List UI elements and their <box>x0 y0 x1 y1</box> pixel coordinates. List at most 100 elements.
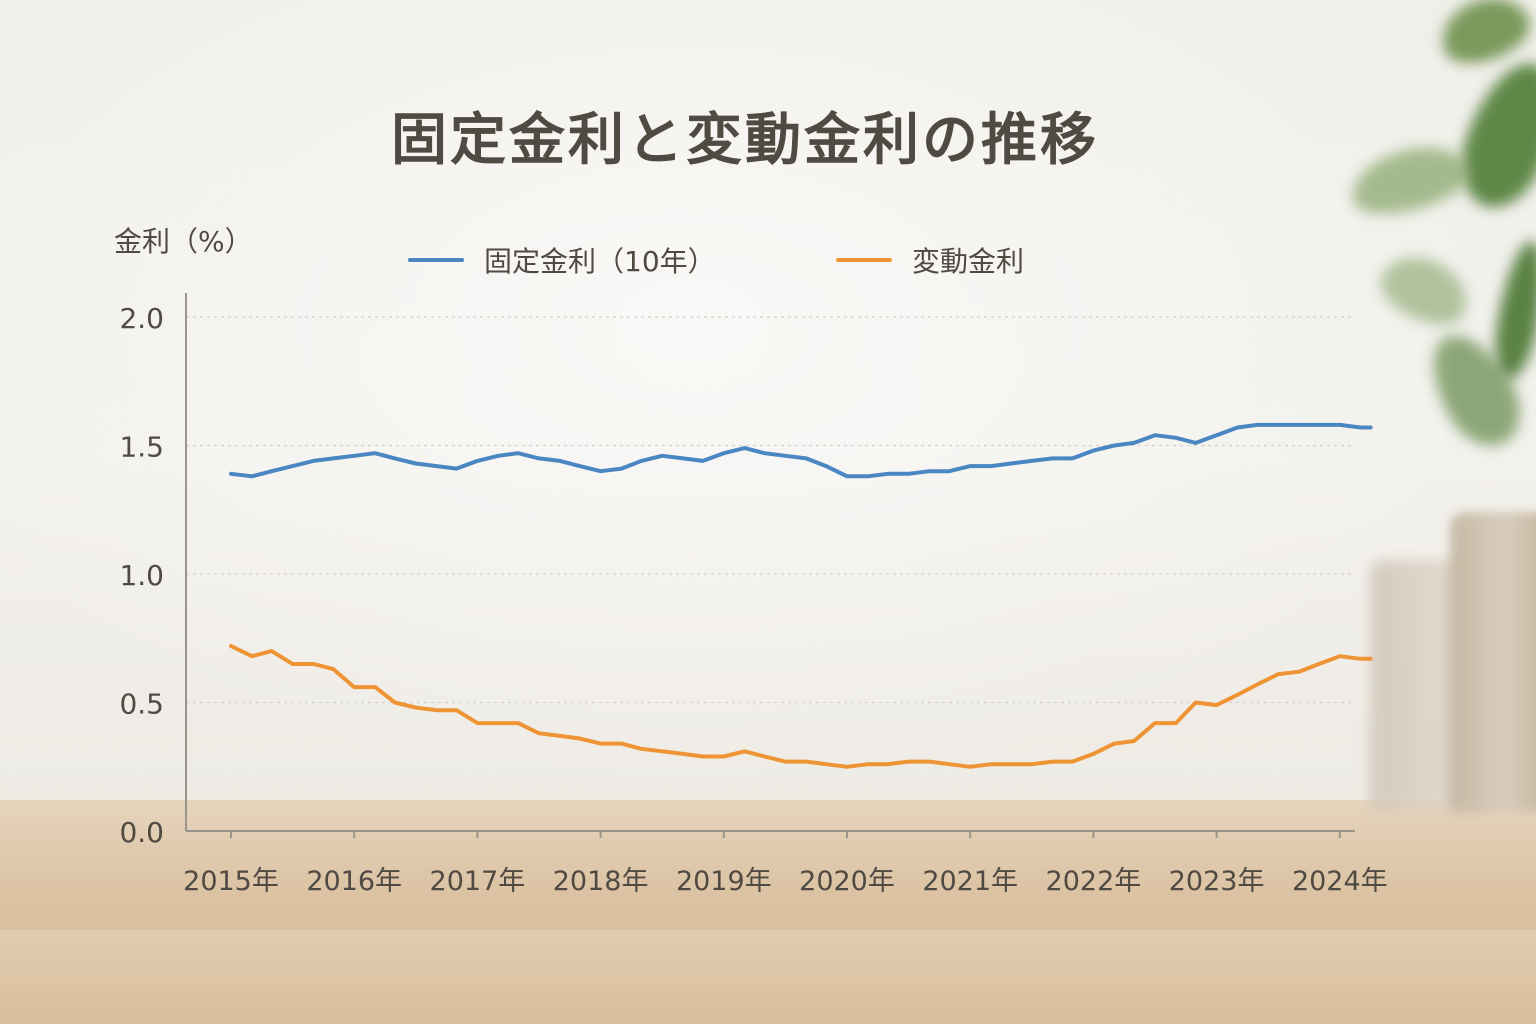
data-point-fixed-rate <box>250 474 254 478</box>
data-point-fixed-rate <box>291 464 295 468</box>
data-point-fixed-rate <box>804 456 808 460</box>
legend-variable-rate: 変動金利 <box>836 240 1024 280</box>
data-point-fixed-rate <box>783 454 788 458</box>
data-point-fixed-rate <box>824 464 828 468</box>
data-point-variable-rate <box>291 662 295 666</box>
legend-fixed-rate-label: 固定金利（10年） <box>484 245 716 278</box>
data-point-variable-rate <box>1153 721 1157 725</box>
data-point-fixed-rate <box>1174 436 1178 440</box>
data-point-fixed-rate <box>1317 423 1321 427</box>
data-point-variable-rate <box>1338 654 1342 658</box>
data-point-fixed-rate <box>886 472 890 476</box>
data-point-fixed-rate <box>743 446 747 450</box>
data-point-fixed-rate <box>907 472 911 476</box>
data-point-fixed-rate <box>845 474 849 478</box>
x-tick-label: 2015年 <box>183 866 279 897</box>
data-point-variable-rate <box>311 662 316 666</box>
data-point-fixed-rate <box>373 451 377 455</box>
chart-title: 固定金利と変動金利の推移 <box>391 108 1099 173</box>
data-point-variable-rate <box>989 762 993 766</box>
data-point-variable-rate <box>743 749 747 753</box>
data-point-variable-rate <box>845 765 849 769</box>
x-tick-label: 2016年 <box>306 866 402 897</box>
data-point-variable-rate <box>701 754 705 759</box>
data-point-fixed-rate <box>660 454 664 458</box>
data-point-variable-rate <box>1070 760 1075 764</box>
data-point-fixed-rate <box>619 467 624 471</box>
data-point-fixed-rate <box>414 461 418 466</box>
data-point-variable-rate <box>968 765 972 769</box>
x-tick-label: 2018年 <box>553 866 649 897</box>
data-point-fixed-rate <box>516 451 520 455</box>
y-tick-label: 0.0 <box>119 816 164 849</box>
x-tick-label: 2020年 <box>799 866 895 897</box>
x-tick-label: 2022年 <box>1046 866 1142 897</box>
data-point-variable-rate <box>783 760 788 764</box>
data-point-variable-rate <box>475 721 479 725</box>
data-point-fixed-rate <box>1009 461 1013 466</box>
data-point-fixed-rate <box>331 456 335 460</box>
data-point-fixed-rate <box>578 464 582 468</box>
data-point-fixed-rate <box>1051 456 1055 460</box>
data-point-variable-rate <box>229 644 233 648</box>
data-point-variable-rate <box>435 708 439 712</box>
data-point-fixed-rate <box>639 459 643 463</box>
data-point-variable-rate <box>1174 721 1178 725</box>
data-point-fixed-rate <box>1070 456 1075 460</box>
data-point-variable-rate <box>762 754 767 759</box>
data-point-variable-rate <box>947 762 951 766</box>
data-point-fixed-rate <box>762 451 767 455</box>
wall-background <box>0 0 1536 800</box>
legend-variable-rate-swatch <box>836 258 892 262</box>
x-tick-label: 2021年 <box>922 866 1018 897</box>
legend-fixed-rate-swatch <box>408 258 464 262</box>
x-tick-label: 2017年 <box>430 866 526 897</box>
x-tick-label: 2024年 <box>1292 866 1388 897</box>
data-point-fixed-rate <box>722 451 726 455</box>
data-point-fixed-rate <box>229 472 233 476</box>
data-point-variable-rate <box>927 760 932 764</box>
series-line-fixed-rate <box>229 422 1373 479</box>
data-point-fixed-rate <box>352 454 356 458</box>
data-point-fixed-rate <box>1194 441 1198 445</box>
data-point-variable-rate <box>1091 752 1095 756</box>
data-point-fixed-rate <box>681 456 685 460</box>
data-point-variable-rate <box>1369 657 1373 661</box>
series-line-variable-rate <box>229 644 1373 769</box>
legend-variable-rate-label: 変動金利 <box>912 245 1025 278</box>
data-point-variable-rate <box>414 706 418 710</box>
data-point-variable-rate <box>1215 703 1219 707</box>
data-point-variable-rate <box>496 721 500 725</box>
data-point-variable-rate <box>660 749 664 753</box>
data-point-fixed-rate <box>989 464 993 468</box>
data-point-variable-rate <box>1359 657 1363 661</box>
data-point-variable-rate <box>907 760 911 764</box>
data-point-fixed-rate <box>968 464 972 468</box>
data-point-fixed-rate <box>1338 423 1342 427</box>
blurred-vase-front <box>1450 512 1536 812</box>
data-point-fixed-rate <box>1112 443 1116 448</box>
data-point-variable-rate <box>1297 670 1301 674</box>
y-axis-label: 金利（%） <box>114 225 253 258</box>
y-tick-label: 1.5 <box>119 431 164 464</box>
data-point-variable-rate <box>393 700 397 705</box>
data-point-fixed-rate <box>558 459 562 463</box>
data-point-variable-rate <box>722 754 726 759</box>
data-point-fixed-rate <box>475 459 479 463</box>
data-point-fixed-rate <box>1297 423 1301 427</box>
data-point-fixed-rate <box>270 469 274 473</box>
data-point-fixed-rate <box>311 459 316 463</box>
y-tick-label: 0.5 <box>119 688 164 721</box>
data-point-variable-rate <box>619 742 624 746</box>
data-point-fixed-rate <box>1276 423 1280 427</box>
data-point-variable-rate <box>681 752 685 756</box>
data-point-variable-rate <box>824 762 828 766</box>
data-point-variable-rate <box>516 721 520 725</box>
data-point-fixed-rate <box>1359 425 1363 430</box>
data-point-variable-rate <box>804 760 808 764</box>
data-point-variable-rate <box>599 742 603 746</box>
data-point-variable-rate <box>1112 742 1116 746</box>
data-point-variable-rate <box>866 762 870 766</box>
data-point-variable-rate <box>1009 762 1013 766</box>
